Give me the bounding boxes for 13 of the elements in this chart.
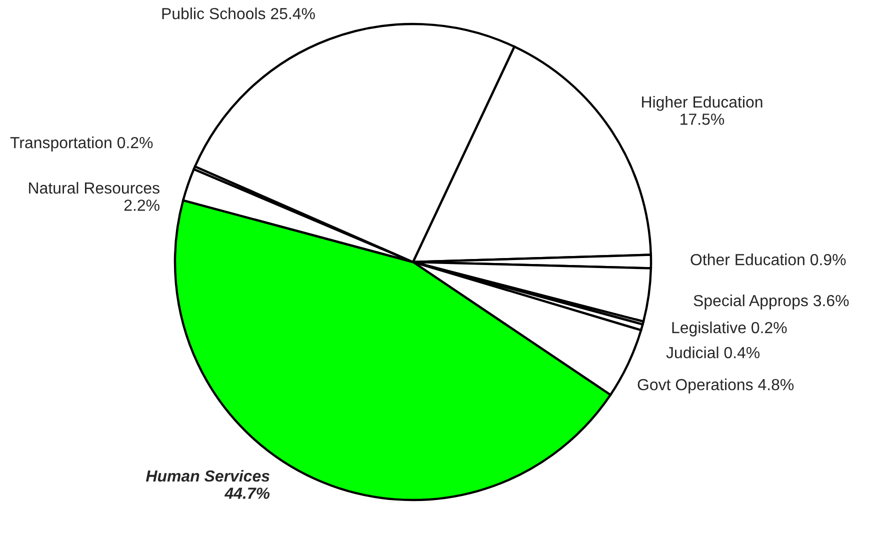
slice-label: Transportation 0.2% (10, 136, 153, 152)
data-label: 2.2% (124, 200, 160, 211)
data-label: 17.5% (680, 114, 724, 125)
slice-label: Natural Resources (29, 182, 160, 194)
slice-label: Public Schools 25.4% (162, 8, 315, 20)
slice-label: Higher Education (642, 96, 762, 111)
data-label: 44.7% (224, 488, 270, 499)
slice-label: Human Services (146, 470, 270, 482)
slice-label: Judicial 0.4% (666, 346, 760, 358)
slice-label: Special Approps 3.6% (694, 294, 849, 310)
slice-label: Govt Operations 4.8% (638, 378, 794, 394)
slice-label: Other Education 0.9% (690, 254, 846, 266)
slice-label: Legislative 0.2% (672, 322, 787, 336)
